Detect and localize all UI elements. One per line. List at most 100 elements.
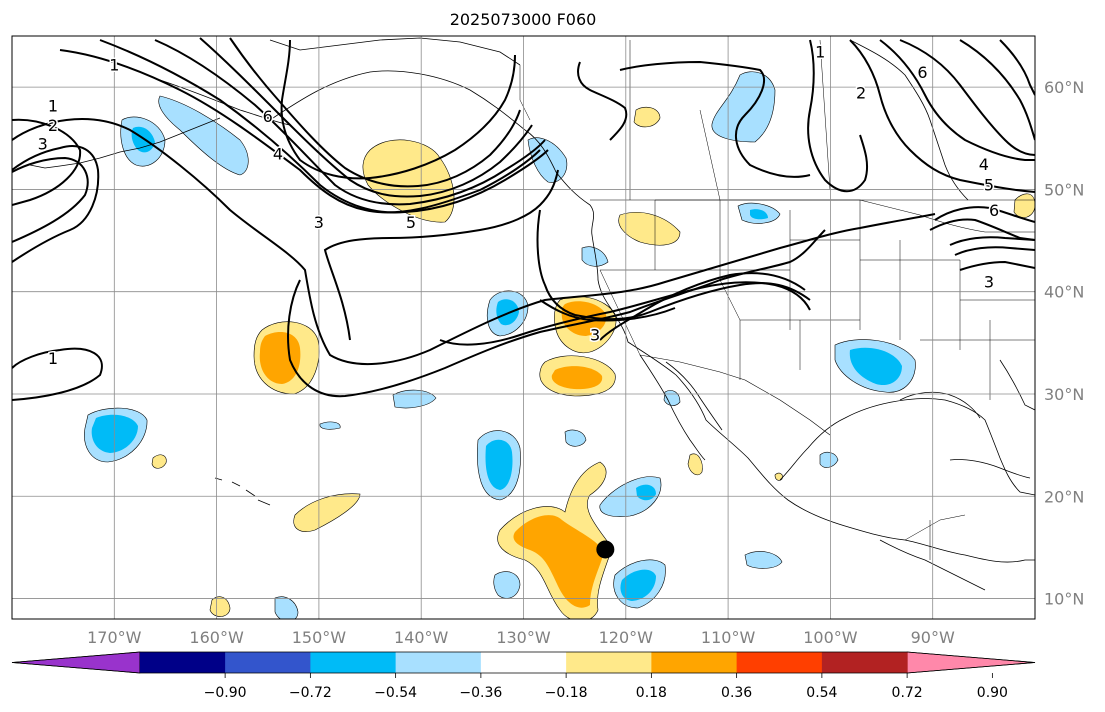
contour-line: [323, 169, 559, 341]
cuba-coastline: [949, 459, 1031, 479]
contour-label: 1: [109, 56, 119, 75]
map-frame: [11, 35, 1036, 620]
contour-line: [934, 206, 1035, 223]
lat-tick-label: 50°N: [1044, 180, 1084, 199]
province-border: [519, 39, 831, 201]
colorbar-segment: [651, 652, 738, 673]
negative-anomaly-area: [750, 209, 768, 220]
contour-line: [229, 37, 521, 188]
contour-line: [959, 39, 1035, 141]
negative-anomaly-area: [620, 569, 656, 601]
gulf-coastline: [899, 391, 981, 419]
contour-line: [619, 60, 811, 178]
map-title: 2025073000 F060: [449, 10, 597, 29]
positive-anomaly-area: [259, 332, 301, 384]
coastlines-and-borders: [29, 37, 1035, 591]
longitude-tick-labels: 170°W 160°W 150°W 140°W 130°W 120°W 110°W 100°W…: [87, 628, 955, 647]
contour-line: [539, 299, 676, 322]
colorbar-segment: [225, 652, 311, 673]
colorbar-segment: [310, 652, 397, 673]
negative-anomaly-area: [91, 414, 138, 453]
contour-line: [536, 209, 811, 321]
height-contours: [12, 37, 1035, 401]
negative-anomaly-area: [392, 389, 437, 409]
contour-line: [807, 39, 869, 193]
negative-anomaly-area: [496, 299, 519, 326]
contour-label: 3: [984, 272, 994, 291]
colorbar-tick-label: −0.72: [289, 685, 332, 701]
contour-line: [12, 145, 100, 263]
colorbar-segment: [566, 652, 652, 673]
negative-anomaly-area: [493, 571, 521, 599]
lon-tick-label: 170°W: [87, 628, 142, 647]
contour-line: [599, 272, 806, 341]
contour-line: [12, 156, 89, 243]
colorbar-segment: [395, 652, 482, 673]
positive-anomaly-area: [687, 453, 703, 476]
colorbar-tick-label: −0.18: [545, 685, 588, 701]
colorbar-labels: −0.90 −0.72 −0.54 −0.36 −0.18 0.18 0.36 0.54 0.7…: [204, 673, 1008, 701]
lat-tick-label: 20°N: [1044, 487, 1084, 506]
contour-line: [849, 39, 1035, 193]
contour-line: [949, 236, 1035, 246]
colorbar-tick-label: 0.36: [721, 685, 752, 701]
lon-tick-label: 130°W: [496, 628, 551, 647]
contour-label: 1: [815, 42, 825, 61]
lat-tick-label: 10°N: [1044, 590, 1084, 609]
colorbar-segment: [139, 652, 226, 673]
positive-anomaly-area: [513, 515, 604, 608]
contour-line: [899, 39, 1035, 156]
anomaly-shading: [84, 71, 1035, 619]
latitude-tick-labels: 10°N 20°N 30°N 40°N 50°N 60°N: [1044, 78, 1084, 608]
negative-anomaly-area: [319, 421, 341, 430]
positive-anomaly-area: [293, 493, 361, 532]
location-marker: [596, 540, 615, 559]
colorbar-tick-label: 0.54: [806, 685, 837, 701]
colorbar-segment: [821, 652, 908, 673]
colorbar-segment: [480, 652, 567, 673]
colorbar-tick-label: 0.18: [636, 685, 667, 701]
negative-anomaly-area: [819, 451, 839, 468]
contour-label: 1: [48, 97, 58, 116]
lat-tick-label: 40°N: [1044, 283, 1084, 302]
gulf-of-california-coastline: [665, 361, 723, 431]
colorbar-extend-right: [906, 651, 1036, 674]
contour-label: 2: [856, 83, 866, 102]
contour-label: 3: [38, 134, 48, 153]
contour-line: [954, 246, 1035, 256]
colorbar-tick-label: −0.90: [204, 685, 247, 701]
positive-anomaly-area: [633, 106, 661, 128]
lon-tick-label: 150°W: [292, 628, 347, 647]
contour-line: [999, 39, 1035, 96]
contour-line: [959, 260, 1035, 271]
negative-anomaly-area: [744, 551, 783, 569]
positive-anomaly-area: [151, 454, 167, 469]
lat-tick-label: 60°N: [1044, 78, 1084, 97]
aleutian-islands: [29, 117, 221, 169]
contour-label: 3: [314, 213, 324, 232]
lon-tick-label: 140°W: [394, 628, 449, 647]
lon-tick-label: 160°W: [189, 628, 244, 647]
contour-line: [59, 49, 541, 214]
graticule: [12, 36, 1035, 619]
negative-anomaly-area: [485, 439, 513, 490]
hawaii-islands: [214, 477, 271, 506]
mexico-border: [904, 514, 966, 560]
central-america-coastline: [879, 539, 986, 591]
colorbar-tick-label: 0.90: [977, 685, 1008, 701]
contour-line: [287, 229, 826, 398]
colorbar-tick-label: −0.36: [459, 685, 502, 701]
positive-anomaly-area: [618, 212, 681, 246]
negative-anomaly-area: [849, 347, 902, 386]
colorbar-segment: [736, 652, 823, 673]
gulf-coastline: [779, 398, 1035, 496]
colorbar-extend-left: [11, 651, 141, 674]
lon-tick-label: 100°W: [803, 628, 858, 647]
contour-label: 5: [406, 213, 416, 232]
lon-tick-label: 120°W: [599, 628, 654, 647]
contour-label: 2: [48, 116, 58, 135]
national-border: [590, 199, 1035, 436]
contour-line: [12, 118, 82, 206]
